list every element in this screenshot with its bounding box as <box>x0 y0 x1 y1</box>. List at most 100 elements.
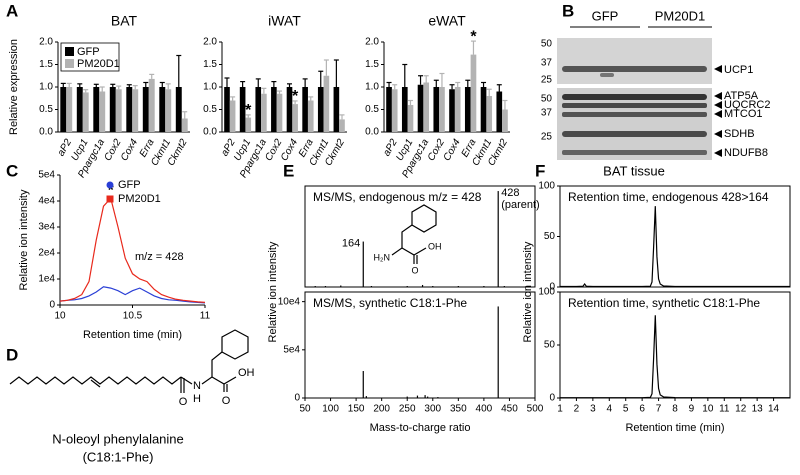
marker-label: 50 <box>541 94 553 105</box>
chart-title: MS/MS, endogenous m/z = 428 <box>313 190 482 204</box>
bar <box>439 87 445 132</box>
marker-label: 37 <box>541 58 553 69</box>
protein-label: NDUFB8 <box>724 147 768 159</box>
bar <box>486 96 493 132</box>
x-tick-label: 5 <box>623 404 629 415</box>
line <box>560 315 790 399</box>
western-blot: GFP PM20D1 50 37 25 50 37 25 UCP1 <box>541 8 771 178</box>
x-tick-label: 400 <box>476 404 493 415</box>
annotation: * <box>292 88 299 105</box>
peak-label: 164 <box>342 237 360 249</box>
bar <box>60 87 67 132</box>
x-tick-label: 4 <box>607 404 613 415</box>
y-tick-label: 50 <box>544 340 556 351</box>
phenyl <box>411 204 437 233</box>
x-tick-label: 100 <box>322 404 339 415</box>
x-axis-label: Retention time (min) <box>83 329 182 341</box>
x-tick-label: Cox4 <box>442 137 463 163</box>
bar <box>276 93 283 132</box>
x-tick-label: 11 <box>200 311 211 322</box>
bar <box>401 87 408 132</box>
bar <box>480 87 487 132</box>
atom-label: H₂N <box>374 252 391 262</box>
bar <box>175 87 182 132</box>
blot-membrane <box>557 38 712 84</box>
blot-bands <box>562 66 707 155</box>
bar <box>433 87 440 132</box>
protein-label: SDHB <box>724 128 755 140</box>
panel-label: C <box>6 161 18 180</box>
legend-swatch <box>65 47 74 56</box>
bar <box>323 75 330 132</box>
legend-swatch <box>65 59 74 68</box>
annotation: m/z = 428 <box>135 251 184 263</box>
bar <box>407 105 414 132</box>
bar <box>317 87 324 132</box>
x-tick-label: 250 <box>399 404 416 415</box>
marker-label: 25 <box>541 132 553 143</box>
bar <box>333 87 340 132</box>
peak-label: (parent) <box>501 199 540 211</box>
bar <box>93 87 100 132</box>
compound-name: N-oleoyl phenylalanine <box>52 431 184 446</box>
y-tick-label: 0 <box>549 393 555 404</box>
bar <box>132 89 139 132</box>
bar <box>261 93 267 132</box>
y-tick-label: 1.5 <box>365 59 379 70</box>
legend-label: GFP <box>118 179 141 191</box>
chart-title: eWAT <box>428 13 466 29</box>
y-axis-label: Relative ion intensity <box>267 241 279 342</box>
marker-label: 50 <box>541 39 553 50</box>
arrows <box>714 65 722 157</box>
x-tick-label: 450 <box>501 404 518 415</box>
y-tick-label: 0 <box>549 282 555 293</box>
bar <box>454 87 461 132</box>
panel-label: A <box>6 1 18 20</box>
chart-title: Retention time, synthetic C18:1-Phe <box>568 296 760 310</box>
bar <box>255 87 262 132</box>
bar <box>307 100 314 132</box>
annotation: * <box>108 181 114 198</box>
bar <box>229 100 236 132</box>
bar <box>386 87 392 132</box>
line <box>59 286 206 304</box>
protein-label: MTCO1 <box>724 108 763 120</box>
x-tick-label: 7 <box>656 404 662 415</box>
y-tick-label: 0.5 <box>39 104 53 115</box>
bar <box>302 87 308 132</box>
panel-label: F <box>535 161 545 180</box>
y-axis-label: Relative expression <box>8 39 20 135</box>
bond <box>401 247 415 264</box>
legend-label: GFP <box>77 46 100 58</box>
bar <box>148 78 155 132</box>
legend-label: PM20D1 <box>77 58 120 70</box>
protein-label: UQCRC2 <box>724 99 770 111</box>
atom-label: O <box>179 396 188 408</box>
bar <box>126 87 133 132</box>
bar <box>417 84 424 132</box>
bar <box>82 92 89 132</box>
y-tick-label: 2.0 <box>365 37 379 48</box>
bar <box>76 87 83 132</box>
y-tick-label: 2e4 <box>38 248 55 259</box>
marker-label: 25 <box>541 75 553 86</box>
x-tick-label: 14 <box>768 404 780 415</box>
y-tick-label: 1.5 <box>203 59 217 70</box>
y-tick-label: 1.0 <box>203 82 217 93</box>
bar <box>286 87 293 132</box>
y-tick-label: 5e4 <box>283 344 300 355</box>
bar <box>470 54 477 132</box>
structure-e: H₂N O OH <box>374 204 442 275</box>
panel-label: D <box>6 345 18 364</box>
blot-caption: BAT tissue <box>603 163 665 178</box>
y-axis-label: Relative ion intensity <box>522 241 534 342</box>
line <box>59 197 206 303</box>
y-tick-label: 50 <box>544 231 556 242</box>
marker-label: 37 <box>541 108 553 119</box>
annotation: * <box>470 28 477 45</box>
group-label: GFP <box>592 8 619 23</box>
x-tick-label: Cox4 <box>279 137 300 163</box>
legend-marker <box>106 181 114 189</box>
legend-label: PM20D1 <box>118 193 161 205</box>
